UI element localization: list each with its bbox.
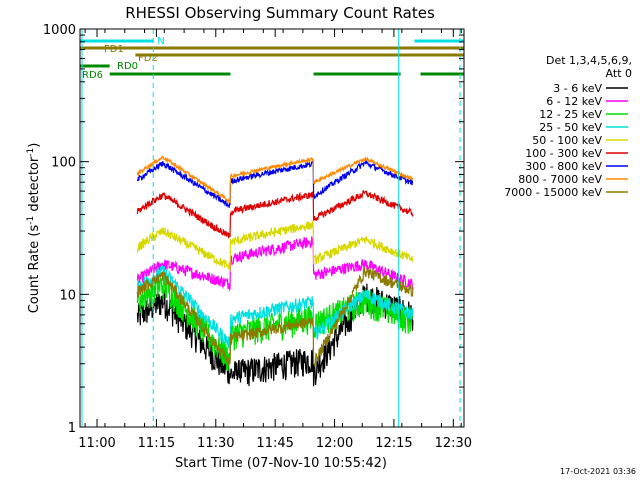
legend-label: 7000 - 15000 keV: [504, 186, 602, 199]
x-tick-label: 11:30: [197, 436, 234, 451]
legend-label: 300 - 800 keV: [525, 160, 602, 173]
legend-label: 800 - 7000 keV: [518, 173, 602, 186]
data-series-group: [136, 155, 414, 387]
legend-label: 25 - 50 keV: [539, 121, 602, 134]
series-line-800-7000-kev: [136, 155, 414, 204]
y-axis-label-part1: Count Rate (s: [27, 225, 42, 314]
series-line-6-12-kev: [136, 236, 414, 292]
x-tick-label: 11:45: [256, 436, 293, 451]
legend-label: 3 - 6 keV: [553, 82, 602, 95]
timestamp: 17-Oct-2021 03:36: [560, 467, 636, 476]
y-tick-label: 1000: [43, 23, 76, 38]
series-line-50-100-kev: [136, 219, 414, 272]
vertical-markers-group: [81, 29, 461, 427]
x-tick-label: 12:30: [435, 436, 472, 451]
y-axis-label: Count Rate (s-1 detector-1): [26, 143, 42, 314]
legend-label: 12 - 25 keV: [539, 108, 602, 121]
y-axis-label-part3: ): [27, 143, 42, 148]
series-line-25-50-kev: [136, 265, 414, 350]
flag-label-rd0: RD0: [117, 61, 138, 72]
flag-label-n: N: [157, 36, 164, 47]
flag-label-fd2: FD2: [138, 53, 158, 64]
x-tick-label: 12:00: [316, 436, 353, 451]
y-tick-label: 10: [59, 288, 76, 303]
plot-frame: [79, 28, 465, 428]
legend-header-line: Det 1,3,4,5,6,9,: [546, 54, 632, 67]
legend-label: 100 - 300 keV: [525, 147, 602, 160]
y-tick-label: 1: [68, 421, 76, 436]
y-axis-label-sup1: -1: [26, 216, 36, 225]
legend-header-line: Att 0: [606, 67, 632, 80]
x-tick-label: 12:15: [375, 436, 412, 451]
y-tick-label: 100: [51, 156, 76, 171]
x-axis-label: Start Time (07-Nov-10 10:55:42): [175, 456, 387, 471]
series-line-100-300-kev: [136, 190, 414, 239]
chart-title: RHESSI Observing Summary Count Rates: [125, 4, 435, 22]
flag-label-fd1: FD1: [104, 44, 124, 55]
series-line-7000-15000-kev: [136, 266, 414, 367]
y-axis-label-part2: detector: [27, 156, 42, 216]
y-axis-label-sup2: -1: [26, 148, 36, 157]
legend-label: 6 - 12 keV: [546, 95, 602, 108]
x-tick-label: 11:00: [78, 436, 115, 451]
x-tick-label: 11:15: [138, 436, 175, 451]
flag-label-rd6: RD6: [82, 70, 103, 81]
series-line-300-800-kev: [136, 159, 414, 208]
axes-group: 11:00 11:15 11:30 11:45 12:00 12:15 12:30 1 10 10…: [43, 23, 472, 451]
legend-label: 50 - 100 keV: [532, 134, 602, 147]
